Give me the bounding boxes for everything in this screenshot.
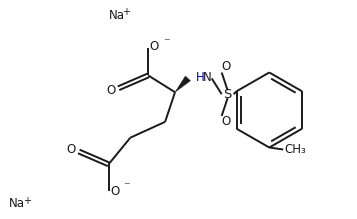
Text: S: S bbox=[223, 88, 232, 101]
Text: ⁻: ⁻ bbox=[124, 180, 130, 194]
Text: +: + bbox=[122, 7, 130, 17]
Text: O: O bbox=[110, 185, 119, 198]
Text: CH₃: CH₃ bbox=[284, 143, 306, 156]
Polygon shape bbox=[175, 76, 191, 92]
Text: ⁻: ⁻ bbox=[163, 36, 170, 49]
Text: +: + bbox=[23, 196, 31, 206]
Text: Na: Na bbox=[9, 197, 25, 210]
Text: O: O bbox=[66, 143, 75, 156]
Text: N: N bbox=[203, 71, 212, 84]
Text: Na: Na bbox=[109, 9, 125, 22]
Text: O: O bbox=[221, 115, 230, 128]
Text: O: O bbox=[221, 60, 230, 73]
Text: O: O bbox=[150, 40, 159, 53]
Text: H: H bbox=[196, 71, 205, 84]
Text: O: O bbox=[106, 84, 115, 97]
